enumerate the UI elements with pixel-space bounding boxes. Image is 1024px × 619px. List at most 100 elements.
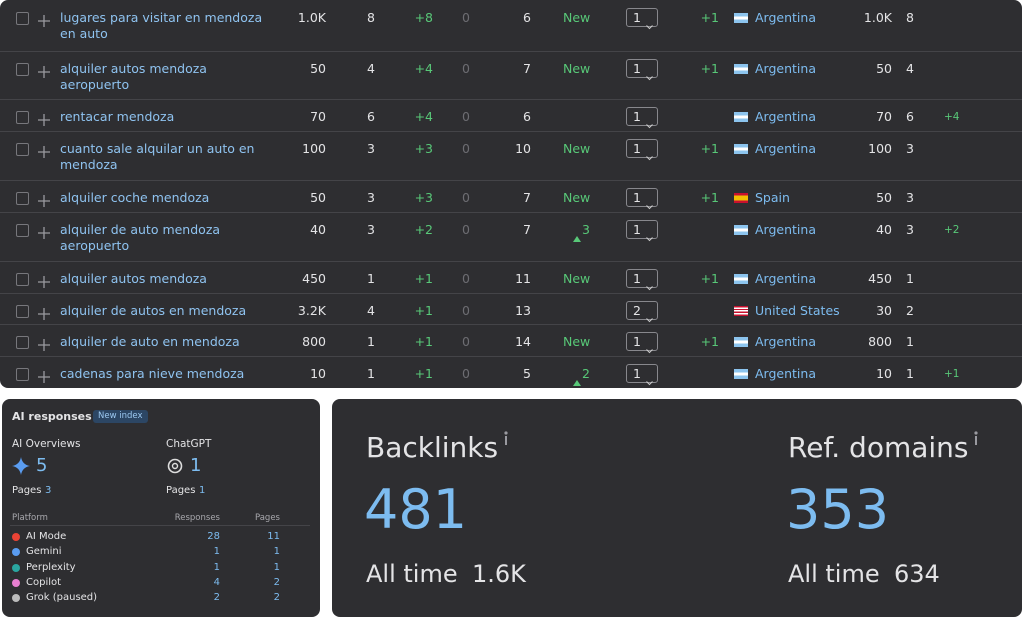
row-divider [0,99,1022,100]
country: Argentina [755,271,816,286]
position-select[interactable]: 1 [626,59,658,81]
country: Argentina [755,334,816,349]
kd: 4 [367,303,375,318]
results: 6 [523,10,531,25]
position-value: 2 [633,303,641,318]
keyword-link[interactable]: alquiler autos mendoza [60,271,207,286]
position-value: 1 [633,61,641,76]
row-checkbox[interactable] [16,192,29,205]
change: +3 [414,141,433,156]
volume: 10 [310,366,326,381]
table-header: Responses [174,513,220,523]
chevron [646,308,653,323]
keyword-link[interactable]: lugares para visitar en mendoza en auto [60,10,263,41]
new-index-badge: New index [93,410,148,423]
position-value: 1 [633,190,641,205]
position-change: +1 [700,190,719,205]
volume: 40 [310,222,326,237]
country-flag [734,144,748,154]
keyword-link[interactable]: alquiler autos mendoza aeropuerto [60,61,207,92]
metric-value: 481 [364,478,468,541]
status: New [563,61,591,76]
row-checkbox[interactable] [16,368,29,381]
row-checkbox[interactable] [16,111,29,124]
chevron [646,227,653,242]
volume: 3.2K [297,303,326,318]
add-button[interactable] [38,368,50,383]
position-select[interactable]: 1 [626,107,658,129]
position-select[interactable]: 1 [626,269,658,291]
keyword-link[interactable]: alquiler de auto en mendoza [60,334,240,349]
results: 14 [515,334,531,349]
sub-label: All time [788,560,880,588]
row-checkbox[interactable] [16,336,29,349]
keyword-link[interactable]: alquiler de auto mendoza aeropuerto [60,222,221,253]
position-select[interactable]: 1 [626,8,658,30]
add-button[interactable] [38,111,50,126]
keyword-link[interactable]: cuanto sale alquilar un auto en mendoza [60,141,255,172]
country-flag [734,369,748,379]
add-button[interactable] [38,305,50,320]
pages-value: 1 [273,561,280,573]
row-checkbox[interactable] [16,305,29,318]
add-button[interactable] [38,143,50,158]
add-button[interactable] [38,224,50,239]
platform-icon [12,548,20,557]
sub-value: 634 [894,560,940,588]
kd: 3 [367,222,375,237]
add-button[interactable] [38,336,50,351]
row-checkbox[interactable] [16,273,29,286]
add-button[interactable] [38,63,50,78]
zero: 0 [462,190,470,205]
metric-label: Ref. domains [788,431,969,464]
position-select[interactable]: 2 [626,301,658,323]
position-select[interactable]: 1 [626,332,658,354]
row-divider [0,51,1022,52]
row-checkbox[interactable] [16,143,29,156]
country-kd: 1 [906,271,914,286]
pages-value: 3 [45,485,52,496]
chatgpt-icon [166,457,184,475]
row-checkbox[interactable] [16,63,29,76]
extra: +4 [944,111,960,123]
add-button[interactable] [38,12,50,27]
country-volume: 40 [876,222,892,237]
country: Argentina [755,141,816,156]
country-flag [734,64,748,74]
extra: +2 [944,224,960,236]
row-divider [0,131,1022,132]
rise-arrow [573,371,581,386]
keyword-link[interactable]: rentacar mendoza [60,109,175,124]
row-checkbox[interactable] [16,12,29,25]
add-button[interactable] [38,192,50,207]
row-checkbox[interactable] [16,224,29,237]
responses-value: 4 [213,576,220,588]
pages-label: Pages [12,485,42,496]
change: +1 [414,334,433,349]
country-volume: 50 [876,190,892,205]
chevron [646,66,653,81]
keyword-link[interactable]: alquiler de autos en mendoza [60,303,247,318]
platform-icon [12,594,20,603]
position-select[interactable]: 1 [626,188,658,210]
position-value: 1 [633,366,641,381]
chevron [646,339,653,354]
rise-arrow [573,227,581,242]
country: Argentina [755,222,816,237]
change: +4 [414,109,433,124]
position-select[interactable]: 1 [626,220,658,242]
chevron [646,195,653,210]
info-icon [973,430,979,445]
add-button[interactable] [38,273,50,288]
country-kd: 4 [906,61,914,76]
keyword-link[interactable]: cadenas para nieve mendoza [60,366,245,381]
kd: 6 [367,109,375,124]
country-volume: 30 [876,303,892,318]
keyword-link[interactable]: alquiler coche mendoza [60,190,210,205]
volume: 800 [302,334,326,349]
responses-value: 1 [213,561,220,573]
table-header: Pages [254,513,280,523]
position-select[interactable]: 1 [626,139,658,161]
position-select[interactable]: 1 [626,364,658,386]
status: New [563,190,591,205]
